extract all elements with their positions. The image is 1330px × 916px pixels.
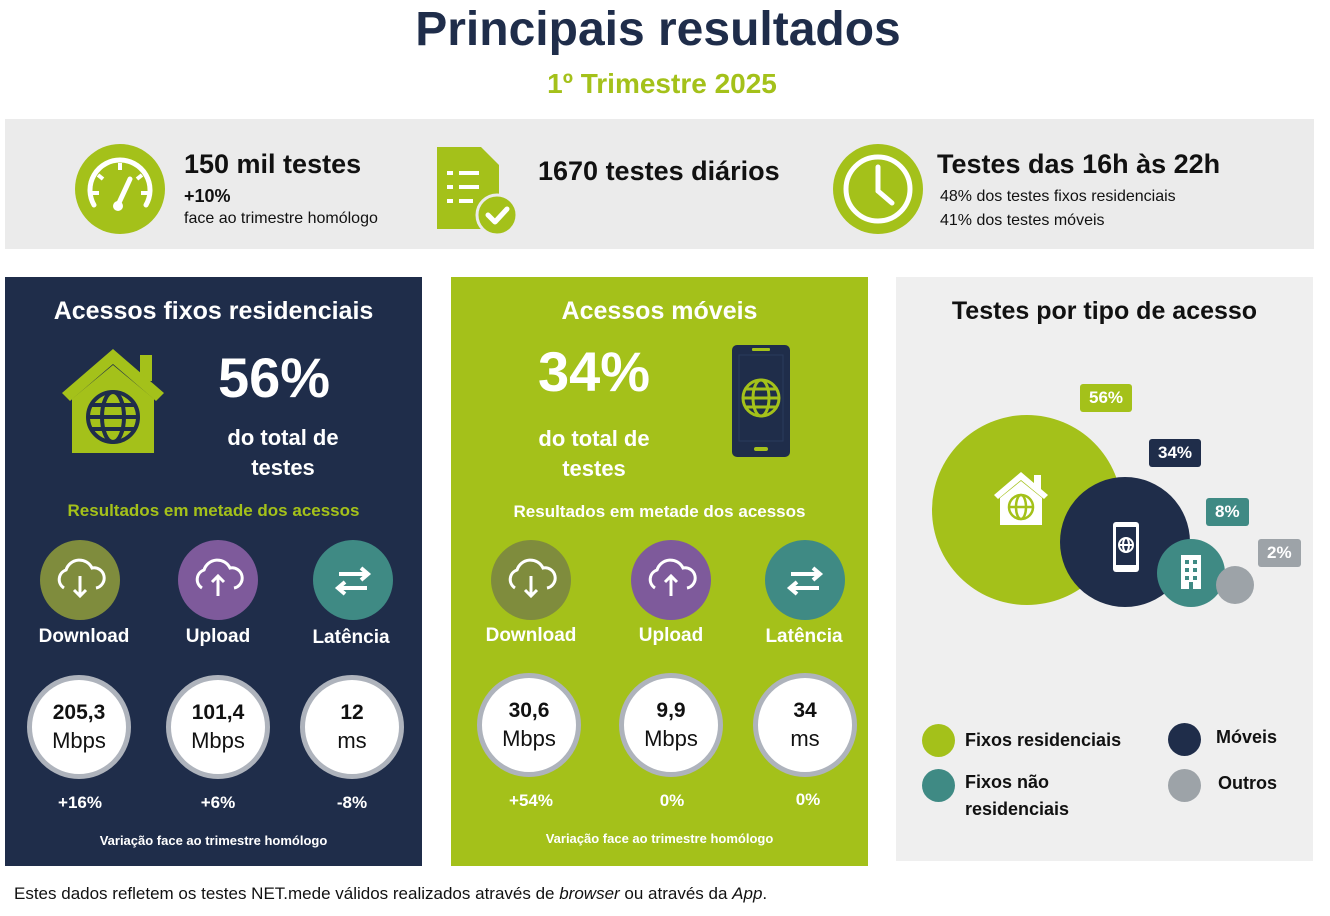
upload-cloud-icon	[178, 540, 258, 620]
legend-fixos-nao-residenciais-2: residenciais	[965, 799, 1070, 819]
fixos-latency-variation: -8%	[336, 793, 368, 812]
moveis-variation-note: Variação face ao trimestre homólogo	[545, 831, 774, 846]
download-cloud-icon	[40, 540, 120, 620]
smartphone-globe-icon	[732, 345, 790, 457]
daily-tests: 1670 testes diários	[538, 156, 780, 186]
tests-growth-note: face ao trimestre homólogo	[184, 210, 378, 227]
latency-arrows-icon	[313, 540, 393, 620]
legend-fixos-residenciais: Fixos residenciais	[965, 730, 1122, 750]
tests-total: 150 mil testes	[184, 149, 362, 179]
fixos-variation-note: Variação face ao trimestre homólogo	[99, 833, 328, 848]
bubble-outros	[1216, 566, 1254, 604]
moveis-percent-text-2: testes	[562, 456, 626, 481]
fixos-percent-text-2: testes	[251, 455, 315, 480]
fixos-upload-value: 101,4 Mbps	[166, 675, 270, 779]
summary-strip: 150 mil testes +10% face ao trimestre ho…	[5, 119, 1314, 249]
tests-growth: +10%	[184, 186, 231, 206]
bubble-fixos-nao-residenciais	[1157, 539, 1225, 607]
smartphone-icon	[1113, 522, 1139, 572]
legend-fixos-nao-residenciais-1: Fixos não	[965, 772, 1050, 792]
fixos-download-value: 205,3 Mbps	[27, 675, 131, 779]
pct-tag-fixos-nao-residenciais: 8%	[1206, 498, 1249, 526]
peak-hours: Testes das 16h às 22h	[937, 149, 1221, 179]
fixos-percent-text-1: do total de	[227, 425, 339, 450]
fixos-upload-variation: +6%	[200, 793, 236, 812]
legend-moveis: Móveis	[1216, 727, 1278, 747]
moveis-upload-variation: 0%	[659, 791, 685, 810]
fixos-percent: 56%	[218, 346, 331, 409]
fixos-latency-value: 12 ms	[300, 675, 404, 779]
legend-dot-fixos-nao-residenciais	[922, 769, 955, 802]
fixos-download-label: Download	[38, 626, 130, 647]
moveis-latency-variation: 0%	[795, 790, 821, 809]
page-subtitle: 1º Trimestre 2025	[547, 68, 777, 99]
upload-cloud-icon	[631, 540, 711, 620]
peak-hours-moveis: 41% dos testes móveis	[940, 212, 1105, 229]
moveis-upload-label: Upload	[638, 625, 704, 646]
page-title: Principais resultados	[415, 3, 901, 56]
fixos-download-variation: +16%	[58, 793, 102, 812]
download-cloud-icon	[491, 540, 571, 620]
latency-arrows-icon	[765, 540, 845, 620]
document-check-icon	[437, 147, 519, 237]
speedometer-icon	[75, 144, 165, 234]
pct-tag-outros: 2%	[1258, 539, 1301, 567]
pct-tag-moveis: 34%	[1149, 439, 1202, 467]
moveis-download-label: Download	[485, 625, 577, 646]
moveis-panel: Acessos móveis 34% do total de testes Re…	[451, 277, 868, 866]
peak-hours-fixos: 48% dos testes fixos residenciais	[940, 188, 1176, 205]
fixos-upload-label: Upload	[185, 626, 251, 647]
fixos-panel: Acessos fixos residenciais 56% do total …	[5, 277, 422, 866]
legend-dot-outros	[1168, 769, 1201, 802]
moveis-percent-text-1: do total de	[538, 426, 650, 451]
footer-note: Estes dados refletem os testes NET.mede …	[14, 884, 768, 903]
moveis-title: Acessos móveis	[561, 297, 758, 325]
house-globe-icon	[994, 472, 1048, 525]
legend-outros: Outros	[1218, 773, 1278, 793]
pct-tag-fixos-residenciais: 56%	[1080, 384, 1133, 412]
clock-icon	[833, 144, 923, 234]
fixos-title: Acessos fixos residenciais	[53, 297, 374, 325]
moveis-download-value: 30,6 Mbps	[477, 673, 581, 777]
tipo-panel: Testes por tipo de acesso 5	[896, 277, 1313, 861]
building-icon	[1181, 555, 1201, 589]
legend-dot-fixos-residenciais	[922, 724, 955, 757]
fixos-results-label: Resultados em metade dos acessos	[67, 501, 360, 520]
moveis-percent: 34%	[538, 340, 651, 403]
moveis-upload-value: 9,9 Mbps	[619, 673, 723, 777]
moveis-latency-value: 34 ms	[753, 673, 857, 777]
house-globe-icon	[62, 349, 164, 453]
moveis-download-variation: +54%	[509, 791, 553, 810]
legend-dot-moveis	[1168, 723, 1201, 756]
moveis-latency-label: Latência	[765, 626, 843, 647]
moveis-results-label: Resultados em metade dos acessos	[513, 502, 806, 521]
tipo-title: Testes por tipo de acesso	[951, 297, 1258, 325]
fixos-latency-label: Latência	[312, 627, 390, 648]
